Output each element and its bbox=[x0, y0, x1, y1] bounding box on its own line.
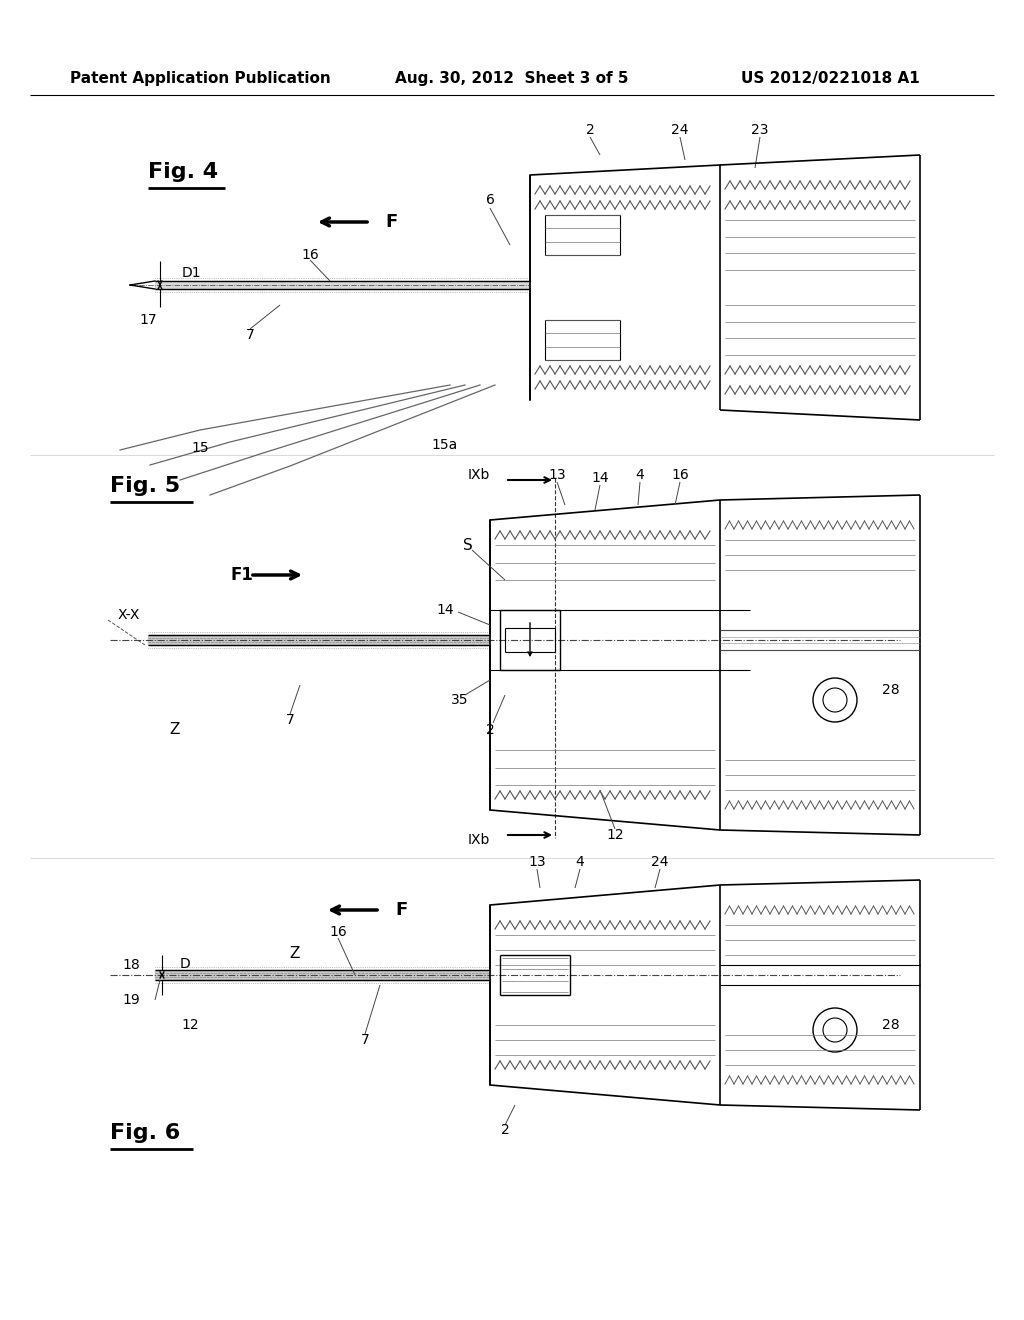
Text: 7: 7 bbox=[246, 327, 254, 342]
Text: Fig. 6: Fig. 6 bbox=[110, 1123, 180, 1143]
Text: D1: D1 bbox=[182, 267, 202, 280]
Text: 14: 14 bbox=[591, 471, 609, 484]
Text: 24: 24 bbox=[672, 123, 689, 137]
Text: IXb: IXb bbox=[468, 833, 490, 847]
Text: IXb: IXb bbox=[468, 469, 490, 482]
Text: 4: 4 bbox=[636, 469, 644, 482]
Text: 23: 23 bbox=[752, 123, 769, 137]
Text: Fig. 5: Fig. 5 bbox=[110, 477, 180, 496]
Text: 19: 19 bbox=[122, 993, 140, 1007]
Text: F1: F1 bbox=[230, 566, 253, 583]
Text: Fig. 4: Fig. 4 bbox=[148, 162, 218, 182]
Text: Patent Application Publication: Patent Application Publication bbox=[70, 70, 331, 86]
Text: 35: 35 bbox=[452, 693, 469, 708]
Text: 16: 16 bbox=[671, 469, 689, 482]
Text: US 2012/0221018 A1: US 2012/0221018 A1 bbox=[740, 70, 920, 86]
Text: 7: 7 bbox=[286, 713, 294, 727]
Text: X-X: X-X bbox=[118, 609, 140, 622]
Text: 28: 28 bbox=[883, 1018, 900, 1032]
Text: 18: 18 bbox=[122, 958, 140, 972]
Text: 28: 28 bbox=[883, 682, 900, 697]
Text: 2: 2 bbox=[485, 723, 495, 737]
Text: 16: 16 bbox=[329, 925, 347, 939]
Text: S: S bbox=[463, 537, 473, 553]
Text: 7: 7 bbox=[360, 1034, 370, 1047]
Text: 14: 14 bbox=[436, 603, 454, 616]
Text: 2: 2 bbox=[501, 1123, 509, 1137]
Text: 16: 16 bbox=[301, 248, 318, 261]
Text: 15a: 15a bbox=[432, 438, 458, 451]
Text: 2: 2 bbox=[586, 123, 594, 137]
Text: F: F bbox=[385, 213, 397, 231]
Text: Z: Z bbox=[170, 722, 180, 738]
Text: 4: 4 bbox=[575, 855, 585, 869]
Text: 12: 12 bbox=[181, 1018, 199, 1032]
Text: 13: 13 bbox=[528, 855, 546, 869]
Text: 13: 13 bbox=[548, 469, 566, 482]
Text: 15: 15 bbox=[191, 441, 209, 455]
Text: Aug. 30, 2012  Sheet 3 of 5: Aug. 30, 2012 Sheet 3 of 5 bbox=[395, 70, 629, 86]
Text: 17: 17 bbox=[139, 313, 157, 327]
Text: 6: 6 bbox=[485, 193, 495, 207]
Text: Z: Z bbox=[290, 945, 300, 961]
Text: 12: 12 bbox=[606, 828, 624, 842]
Text: 24: 24 bbox=[651, 855, 669, 869]
Text: F: F bbox=[395, 902, 408, 919]
Text: D: D bbox=[180, 957, 190, 972]
